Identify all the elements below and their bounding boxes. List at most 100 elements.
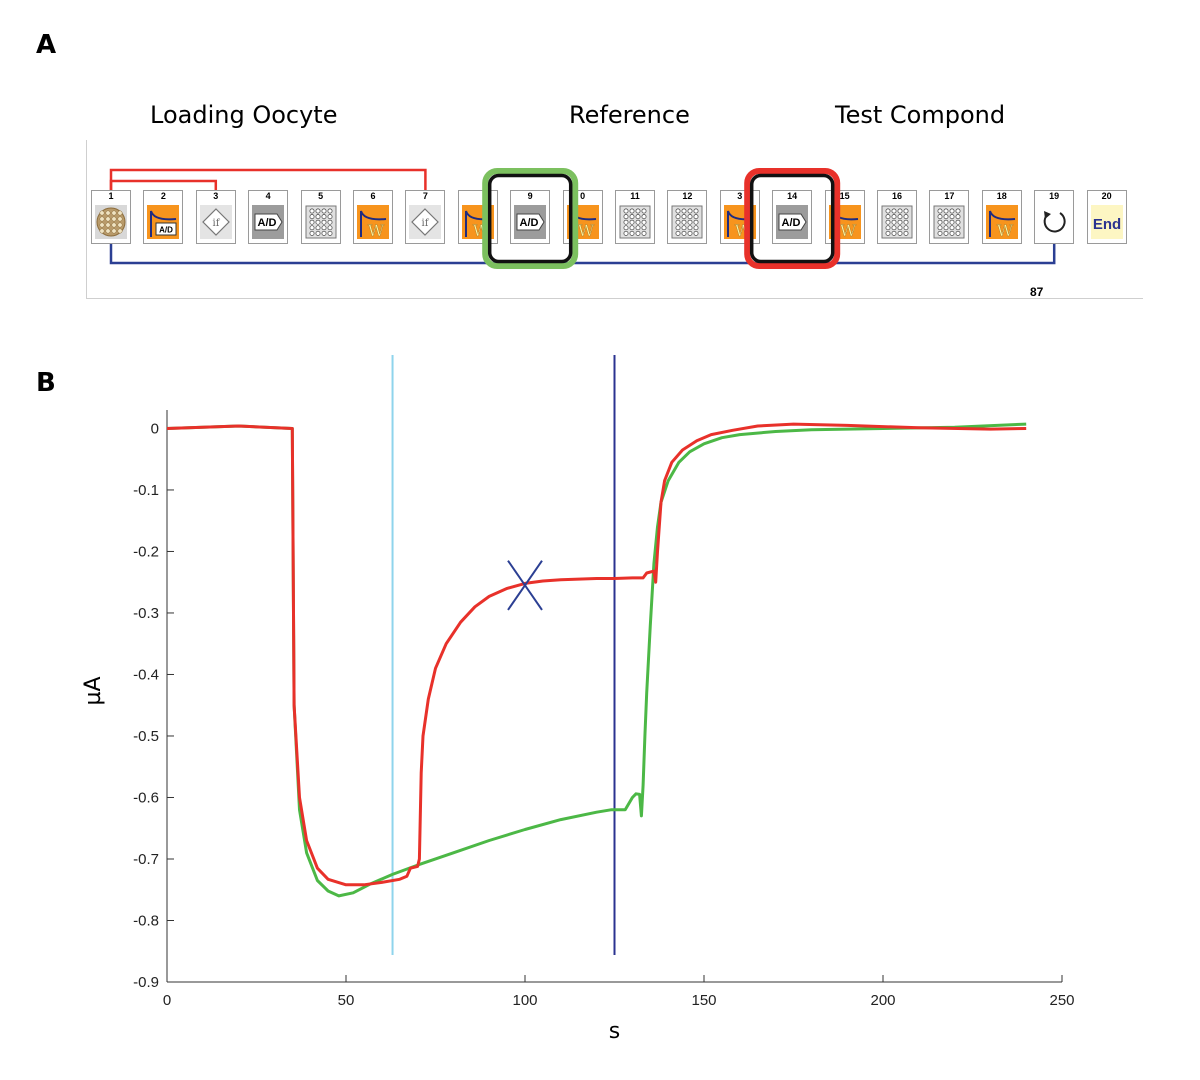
step-body: if xyxy=(199,203,233,241)
inner-if-bracket xyxy=(109,179,218,190)
step-number: 3 xyxy=(213,191,219,201)
step-8-wash-icon[interactable]: W xyxy=(457,190,498,244)
step-20-end-icon[interactable]: 20 End xyxy=(1086,190,1127,244)
step-number: 0 xyxy=(580,191,586,201)
step-body: W xyxy=(723,203,757,241)
step-body xyxy=(618,203,652,241)
repeat-count: 87 xyxy=(1030,285,1044,299)
step-17-wells-icon[interactable]: 17 xyxy=(929,190,970,244)
group-label-loading-oocyte: Loading Oocyte xyxy=(150,101,338,129)
step-text: W xyxy=(839,221,856,240)
step-text: if xyxy=(422,218,430,229)
panel-b-letter: B xyxy=(36,368,56,398)
step-number: 19 xyxy=(1049,191,1060,201)
step-number: 15 xyxy=(839,191,850,201)
y-tick-label: -0.2 xyxy=(133,543,159,560)
step-14-ad-icon[interactable]: 14 A/D xyxy=(772,190,813,244)
step-3-if-icon[interactable]: 3 if xyxy=(195,190,236,244)
y-tick-label: -0.3 xyxy=(133,605,159,622)
step-text: if xyxy=(212,218,220,229)
y-tick-label: -0.6 xyxy=(133,789,159,806)
step-number: 4 xyxy=(265,191,271,201)
step-12-wells-icon[interactable]: 12 xyxy=(667,190,708,244)
step-number: 16 xyxy=(891,191,902,201)
step-18-wash-icon[interactable]: 18 W xyxy=(981,190,1022,244)
y-axis-label: µA xyxy=(81,676,106,705)
main-loop-bracket xyxy=(109,244,1056,265)
x-marker-1 xyxy=(507,560,543,611)
y-tick-label: 0 xyxy=(151,420,159,437)
step-text: A/D xyxy=(520,217,539,229)
step-body: A/D xyxy=(513,203,547,241)
x-tick-label: 150 xyxy=(691,992,716,1009)
step-5-wells-icon[interactable]: 5 xyxy=(300,190,341,244)
step-body: End xyxy=(1090,203,1124,241)
step-text: W xyxy=(368,221,385,240)
step-body xyxy=(932,203,966,241)
step-text: W xyxy=(997,221,1014,240)
step-body: A/D xyxy=(146,203,180,241)
group-label-reference: Reference xyxy=(569,101,690,129)
step-text: W xyxy=(577,221,594,240)
x-tick-label: 100 xyxy=(512,992,537,1009)
step-number: 5 xyxy=(318,191,324,201)
step-body xyxy=(94,203,128,241)
step-text: A/D xyxy=(258,217,277,229)
step-19-loop-icon[interactable]: 19 xyxy=(1034,190,1075,244)
step-body: W xyxy=(828,203,862,241)
step-number: 20 xyxy=(1101,191,1112,201)
loop-brackets xyxy=(109,168,1056,265)
x-tick-label: 50 xyxy=(338,992,355,1009)
step-number: 3 xyxy=(737,191,743,201)
step-number: 9 xyxy=(527,191,533,201)
step-body: W xyxy=(985,203,1019,241)
step-number: 6 xyxy=(370,191,376,201)
current-trace-chart: 0 50 100 150 200 250 0 -0.1 -0.2 -0.3 -0.4 -0.5 -0.6… xyxy=(81,355,1075,1044)
step-2-record-icon[interactable]: 2 A/D xyxy=(143,190,184,244)
y-tick-label: -0.9 xyxy=(133,974,159,991)
step-body: W xyxy=(461,203,495,241)
step-text: A/D xyxy=(782,217,801,229)
step-text: W xyxy=(735,221,752,240)
step-16-wells-icon[interactable]: 16 xyxy=(877,190,917,244)
step-text: End xyxy=(1092,216,1120,233)
step-15-wash-icon[interactable]: 15 W xyxy=(824,190,865,244)
protocol-sequence: 1 2 A/D 3 if 4 A/D 5 6 W 7 if W 9 A/D 0 W 11 12 3 W 14 A/D 15 W 1… xyxy=(86,140,1143,299)
step-number: 11 xyxy=(630,191,640,201)
y-tick-label: -0.7 xyxy=(133,851,159,868)
panel-a-letter: A xyxy=(36,30,57,60)
y-tick-label: -0.1 xyxy=(133,482,159,499)
step-9-ad-icon[interactable]: 9 A/D xyxy=(510,190,551,244)
step-number: 2 xyxy=(160,191,166,201)
step-number: 17 xyxy=(944,191,955,201)
step-4-ad-icon[interactable]: 4 A/D xyxy=(248,190,289,244)
x-tick-label: 200 xyxy=(870,992,895,1009)
step-text: A/D xyxy=(160,226,174,235)
y-tick-label: -0.8 xyxy=(133,912,159,929)
step-number: 14 xyxy=(787,191,798,201)
step-body xyxy=(1037,203,1071,241)
step-body xyxy=(880,203,914,241)
step-number: 1 xyxy=(108,191,114,201)
step-body xyxy=(670,203,704,241)
step-1-plate-load-icon[interactable]: 1 xyxy=(91,190,131,244)
step-number: 12 xyxy=(682,191,693,201)
step-body: A/D xyxy=(775,203,809,241)
step-7-if-icon[interactable]: 7 if xyxy=(405,190,446,244)
step-number: 7 xyxy=(422,191,428,201)
step-body: W xyxy=(566,203,600,241)
step-body: W xyxy=(356,203,390,241)
step-body: if xyxy=(408,203,442,241)
x-tick-label: 250 xyxy=(1049,992,1074,1009)
step-body xyxy=(304,203,338,241)
trace-series-1 xyxy=(166,422,1027,898)
y-tick-label: -0.5 xyxy=(133,728,159,745)
x-tick-label: 0 xyxy=(163,992,171,1009)
y-tick-label: -0.4 xyxy=(133,666,159,683)
step-11-wells-icon[interactable]: 11 xyxy=(615,190,655,244)
step-number xyxy=(459,191,497,202)
group-label-test-compound: Test Compond xyxy=(835,101,1006,129)
